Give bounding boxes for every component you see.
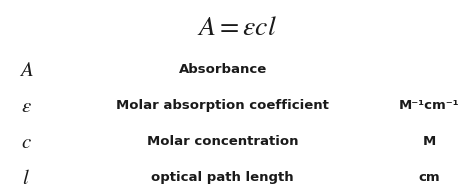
Text: M: M [422,135,436,148]
Text: $c$: $c$ [21,132,31,152]
Text: Absorbance: Absorbance [179,64,267,76]
Text: $l$: $l$ [22,168,30,188]
Text: $A = \varepsilon cl$: $A = \varepsilon cl$ [197,13,277,41]
Text: $\varepsilon$: $\varepsilon$ [21,96,31,116]
Text: $A$: $A$ [18,60,34,80]
Text: Molar absorption coefficient: Molar absorption coefficient [116,99,329,112]
Text: cm: cm [418,171,440,184]
Text: M⁻¹cm⁻¹: M⁻¹cm⁻¹ [399,99,459,112]
Text: Molar concentration: Molar concentration [147,135,299,148]
Text: optical path length: optical path length [152,171,294,184]
